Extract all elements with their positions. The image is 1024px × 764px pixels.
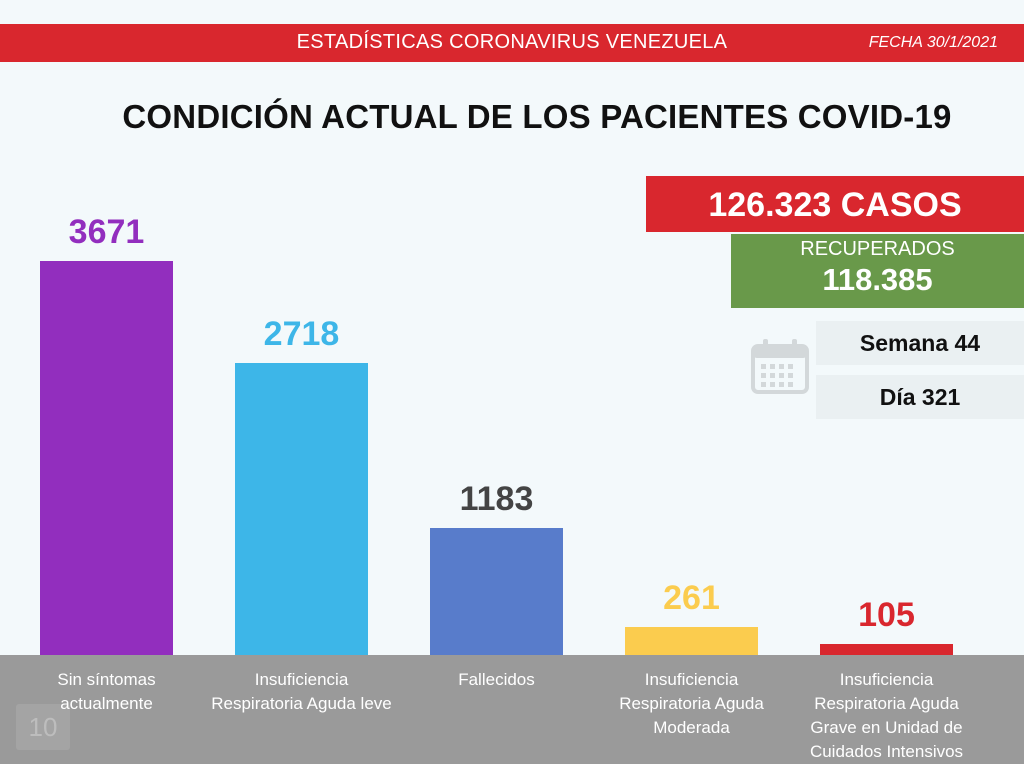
category-label-line: actualmente xyxy=(60,694,153,713)
category-label-line: Cuidados Intensivos xyxy=(809,742,964,761)
category-label: Insuficiencia Respiratoria Aguda leve xyxy=(204,668,400,716)
chart-title: CONDICIÓN ACTUAL DE LOS PACIENTES COVID-… xyxy=(122,98,952,135)
category-label-line: Respiratoria Aguda xyxy=(814,694,959,713)
header-bar: ESTADÍSTICAS CORONAVIRUS VENEZUELA FECHA… xyxy=(0,24,1024,62)
category-label-band xyxy=(0,655,1024,764)
recovered-label: RECUPERADOS xyxy=(800,238,955,260)
category-label-line: Respiratoria Aguda leve xyxy=(211,694,392,713)
page-number: 10 xyxy=(16,704,70,750)
header-title: ESTADÍSTICAS CORONAVIRUS VENEZUELA xyxy=(296,31,728,53)
bar xyxy=(235,363,368,655)
bar-value-label: 2718 xyxy=(263,315,340,353)
bar xyxy=(820,644,953,655)
bar xyxy=(430,528,563,655)
category-label: Fallecidos xyxy=(399,668,595,692)
category-label: Insuficiencia Respiratoria Aguda Moderada xyxy=(594,668,790,740)
category-label-line: Respiratoria Aguda xyxy=(619,694,764,713)
recovered-box: RECUPERADOS 118.385 xyxy=(731,234,1024,308)
bar-value-label: 1183 xyxy=(459,480,534,518)
bar-value-label: 105 xyxy=(858,596,915,634)
category-label: Sin síntomas actualmente xyxy=(9,668,205,716)
category-label-line: Moderada xyxy=(653,718,730,737)
category-label-line: Grave en Unidad de xyxy=(810,718,963,737)
category-label-line: Insuficiencia xyxy=(644,670,739,689)
bar-value-label: 3671 xyxy=(68,213,145,251)
category-label-line: Insuficiencia xyxy=(254,670,349,689)
week-box: Semana 44 xyxy=(816,321,1024,365)
category-label-line: Insuficiencia xyxy=(839,670,934,689)
category-label: Insuficiencia Respiratoria Aguda Grave en … xyxy=(789,668,985,764)
bar xyxy=(40,261,173,655)
bar xyxy=(625,627,758,655)
bar-value-label: 261 xyxy=(663,579,720,617)
header-date: FECHA 30/1/2021 xyxy=(868,34,998,51)
category-label-line: Sin síntomas xyxy=(57,670,156,689)
total-cases-banner: 126.323 CASOS xyxy=(646,176,1024,232)
category-label-line: Fallecidos xyxy=(458,670,535,689)
day-box: Día 321 xyxy=(816,375,1024,419)
calendar-icon xyxy=(751,339,809,394)
recovered-value: 118.385 xyxy=(822,262,933,297)
